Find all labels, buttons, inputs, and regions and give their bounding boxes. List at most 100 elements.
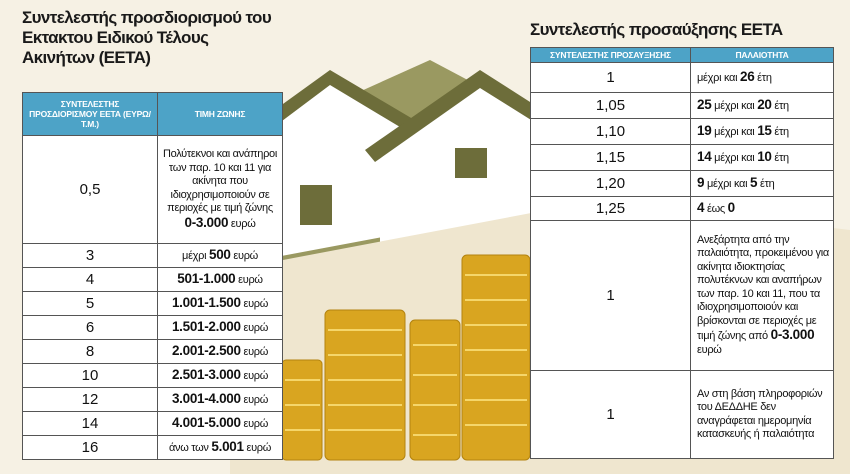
row: 4 501-1.000 ευρώ [22, 267, 283, 292]
text-run: 2.501-3.000 [171, 366, 241, 382]
text-run: 2.001-2.500 [171, 342, 241, 358]
left-table: ΣΥΝΤΕΛΕΣΤΗΣ ΠΡΟΣΔΙΟΡΙΣΜΟΥ ΕΕΤΑ (ΕΥΡΩ/Τ.Μ… [22, 92, 283, 460]
row: 8 2.001-2.500 ευρώ [22, 339, 283, 364]
text-run: ευρώ [240, 345, 269, 358]
text-run: μέχρι και [711, 125, 758, 138]
text-run: έτη [771, 125, 789, 138]
row: 1,15 14 μέχρι και 10 έτη [530, 144, 834, 171]
text-run: μέχρι και [697, 71, 740, 84]
text-run: 1.501-2.000 [171, 318, 241, 334]
factor-cell: 1,20 [530, 170, 691, 197]
value-cell: μέχρι και 26 έτη [690, 62, 834, 93]
text-run: 25 [697, 96, 712, 112]
text-run: 20 [757, 96, 772, 112]
factor-cell: 1,25 [530, 196, 691, 221]
factor-cell: 1,10 [530, 118, 691, 145]
row: 10 2.501-3.000 ευρώ [22, 363, 283, 388]
header-row: ΣΥΝΤΕΛΕΣΤΗΣ ΠΡΟΣΑΥΞΗΣΗΣ ΠΑΛΑΙΟΤΗΤΑ [530, 47, 834, 63]
window [300, 185, 332, 225]
text-run: Ανεξάρτητα από την παλαιότητα, προκειμέν… [697, 233, 829, 343]
text-run: ευρώ [240, 321, 269, 334]
value-cell: Αν στη βάση πληροφοριών του ΔΕΔΔΗΕ δεν α… [690, 370, 834, 459]
value-cell: Πολύτεκνοι και ανάπηροι των παρ. 10 και … [157, 135, 283, 244]
value-cell: 4 έως 0 [690, 196, 834, 221]
text-run: 500 [209, 246, 231, 262]
row: 1 Ανεξάρτητα από την παλαιότητα, προκειμέ… [530, 220, 834, 371]
window [455, 148, 487, 178]
right-table: ΣΥΝΤΕΛΕΣΤΗΣ ΠΡΟΣΑΥΞΗΣΗΣ ΠΑΛΑΙΟΤΗΤΑ 1 μέχρι … [530, 47, 834, 459]
left-title: Συντελεστής προσδιορισμού του Εκτακτου Ε… [22, 8, 272, 67]
text-run: ευρώ [697, 343, 722, 356]
text-run: ευρώ [240, 297, 269, 310]
value-cell: 1.501-2.000 ευρώ [157, 315, 283, 340]
row: 1 Αν στη βάση πληροφοριών του ΔΕΔΔΗΕ δεν … [530, 370, 834, 459]
text-run: 5.001 [211, 438, 244, 454]
text-run: ευρώ [235, 273, 263, 286]
factor-cell: 1 [530, 370, 691, 459]
factor-cell: 3 [22, 243, 158, 268]
text-run: ευρώ [243, 441, 272, 454]
factor-cell: 1,15 [530, 144, 691, 171]
text-run: 3.001-4.000 [171, 390, 241, 406]
text-run: έως [704, 202, 728, 215]
factor-cell: 4 [22, 267, 158, 292]
row: 5 1.001-1.500 ευρώ [22, 291, 283, 316]
text-run: ευρώ [240, 369, 269, 382]
value-cell: 25 μέχρι και 20 έτη [690, 92, 834, 119]
row: 1 μέχρι και 26 έτη [530, 62, 834, 93]
text-run: μέχρι και [704, 177, 750, 190]
text-run: 15 [757, 122, 772, 138]
text-run: 501-1.000 [177, 270, 236, 286]
row: 12 3.001-4.000 ευρώ [22, 387, 283, 412]
row: 1,25 4 έως 0 [530, 196, 834, 221]
right-title: Συντελεστής προσαύξησης ΕΕΤΑ [530, 20, 783, 39]
roof [365, 70, 605, 162]
text-run: μέχρι και [711, 99, 758, 112]
value-cell: 3.001-4.000 ευρώ [157, 387, 283, 412]
text-run: Αν στη βάση πληροφοριών του ΔΕΔΔΗΕ δεν α… [697, 387, 823, 441]
header-cell: ΣΥΝΤΕΛΕΣΤΗΣ ΠΡΟΣΔΙΟΡΙΣΜΟΥ ΕΕΤΑ (ΕΥΡΩ/Τ.Μ… [22, 92, 158, 136]
coin-stacks [281, 254, 531, 461]
factor-cell: 6 [22, 315, 158, 340]
header-cell: ΤΙΜΗ ΖΩΝΗΣ [157, 92, 283, 136]
text-run: 19 [697, 122, 712, 138]
row: 1,10 19 μέχρι και 15 έτη [530, 118, 834, 145]
row: 0,5 Πολύτεκνοι και ανάπηροι των παρ. 10 κ… [22, 135, 283, 244]
factor-cell: 14 [22, 411, 158, 436]
header-cell: ΣΥΝΤΕΛΕΣΤΗΣ ΠΡΟΣΑΥΞΗΣΗΣ [530, 47, 691, 63]
header-row: ΣΥΝΤΕΛΕΣΤΗΣ ΠΡΟΣΔΙΟΡΙΣΜΟΥ ΕΕΤΑ (ΕΥΡΩ/Τ.Μ… [22, 92, 283, 136]
factor-cell: 1,05 [530, 92, 691, 119]
text-run: 4.001-5.000 [171, 414, 241, 430]
text-run: 14 [697, 148, 712, 164]
text-run: 1.001-1.500 [171, 294, 241, 310]
text-run: 9 [697, 174, 705, 190]
factor-cell: 1 [530, 62, 691, 93]
text-run: 0 [727, 199, 736, 215]
text-run: μέχρι και [711, 151, 758, 164]
value-cell: 4.001-5.000 ευρώ [157, 411, 283, 436]
text-run: έτη [771, 99, 789, 112]
text-run: έτη [757, 177, 775, 190]
row: 1,05 25 μέχρι και 20 έτη [530, 92, 834, 119]
factor-cell: 10 [22, 363, 158, 388]
text-run: 26 [740, 68, 755, 84]
value-cell: 2.501-3.000 ευρώ [157, 363, 283, 388]
text-run: έτη [754, 71, 772, 84]
text-run: άνω των [168, 441, 212, 454]
value-cell: 2.001-2.500 ευρώ [157, 339, 283, 364]
value-cell: 1.001-1.500 ευρώ [157, 291, 283, 316]
row: 14 4.001-5.000 ευρώ [22, 411, 283, 436]
row: 3 μέχρι 500 ευρώ [22, 243, 283, 268]
text-run: 10 [757, 148, 772, 164]
text-run: ευρώ [240, 417, 269, 430]
factor-cell: 5 [22, 291, 158, 316]
value-cell: άνω των 5.001 ευρώ [157, 435, 283, 460]
factor-cell: 12 [22, 387, 158, 412]
value-cell: 9 μέχρι και 5 έτη [690, 170, 834, 197]
coin-edges [285, 274, 527, 436]
text-run: έτη [771, 151, 789, 164]
text-run: 0-3.000 [184, 214, 229, 230]
text-run: 4 [697, 199, 705, 215]
row: 1,20 9 μέχρι και 5 έτη [530, 170, 834, 197]
